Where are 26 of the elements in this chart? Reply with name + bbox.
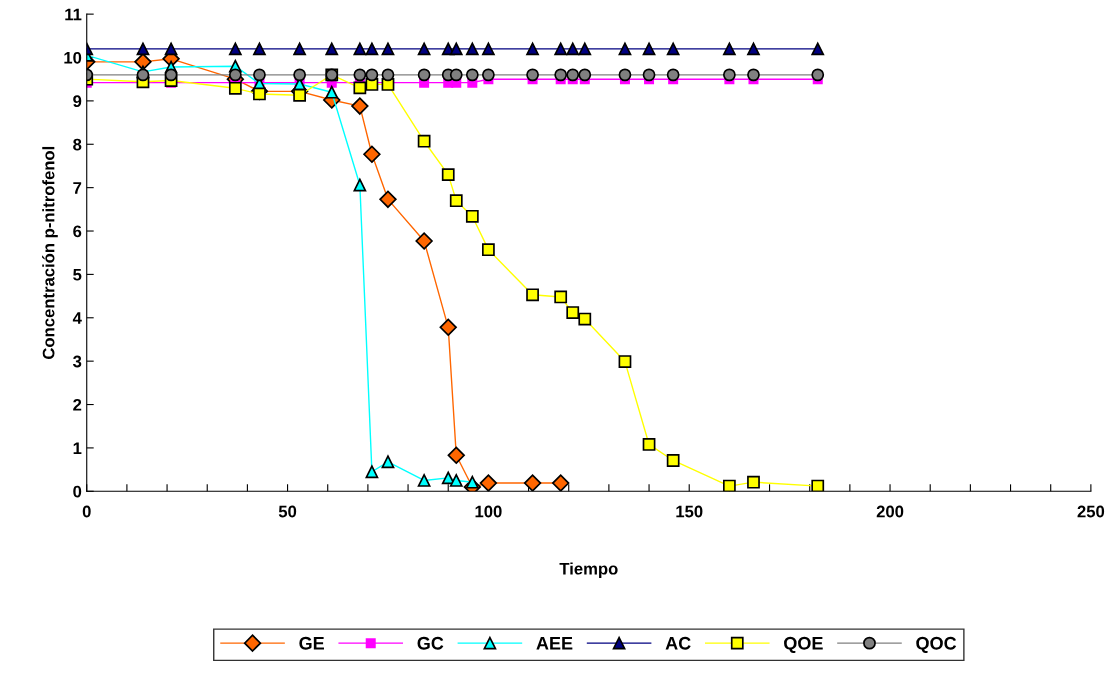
y-tick-label: 11 (65, 8, 82, 21)
x-tick-label: 200 (876, 505, 904, 518)
y-tick-label: 5 (73, 268, 82, 281)
x-tick-label: 50 (278, 505, 297, 518)
legend-label: GC (417, 636, 444, 650)
legend-label: AEE (536, 637, 573, 650)
y-tick-label: 0 (73, 485, 82, 498)
legend-label: AC (665, 636, 691, 650)
y-tick-label: 2 (73, 398, 82, 411)
y-tick-label: 9 (73, 95, 82, 108)
x-tick-label: 250 (1077, 505, 1105, 518)
y-tick-label: 7 (73, 182, 82, 194)
legend-label: QOE (784, 636, 823, 654)
x-tick-label: 150 (676, 505, 703, 518)
y-tick-label: 3 (72, 355, 82, 368)
y-axis-title: Concentración p-nitrofenol (42, 146, 58, 359)
x-axis-title: Tiempo (559, 562, 618, 578)
legend-label: QOC (916, 636, 957, 654)
y-tick-label: 1 (73, 442, 82, 454)
y-tick-label: 10 (64, 51, 82, 64)
legend-label: GE (299, 636, 324, 650)
y-tick-label: 8 (73, 138, 82, 151)
y-tick-label: 4 (72, 312, 82, 324)
x-tick-label: 0 (82, 505, 91, 518)
x-tick-label: 100 (475, 505, 502, 518)
y-tick-label: 6 (73, 225, 82, 238)
